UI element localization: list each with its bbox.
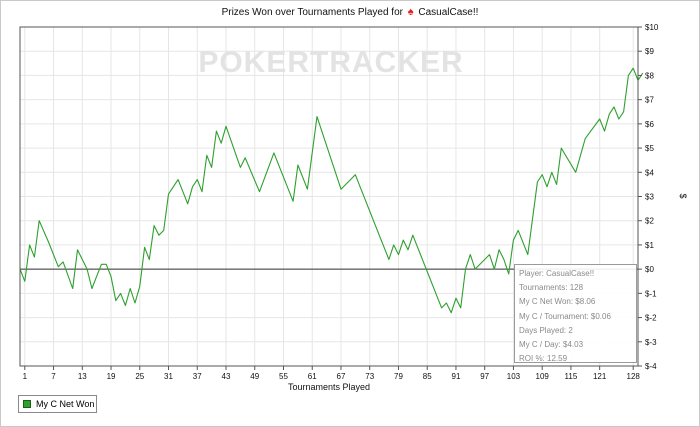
stats-line: My C Net Won: $8.06 <box>519 297 596 307</box>
x-tick-label: 25 <box>135 372 144 381</box>
stats-line: ROI %: 12.59 <box>519 354 568 364</box>
chart-title-text: Prizes Won over Tournaments Played for <box>221 7 403 18</box>
y-tick-label: $8 <box>645 71 654 80</box>
x-tick-label: 61 <box>308 372 317 381</box>
chart-title-player: CasualCase!! <box>418 7 479 18</box>
y-tick-label: $-3 <box>645 338 657 347</box>
y-axis-label: $ <box>678 193 688 198</box>
x-tick-label: 67 <box>337 372 346 381</box>
y-tick-label: $-4 <box>645 362 657 371</box>
chart-title: Prizes Won over Tournaments Played for ♠… <box>0 6 700 18</box>
x-tick-label: 73 <box>365 372 374 381</box>
x-axis-label: Tournaments Played <box>288 382 370 392</box>
x-tick-label: 43 <box>222 372 231 381</box>
y-tick-label: $6 <box>645 120 654 129</box>
x-tick-label: 13 <box>78 372 87 381</box>
y-tick-label: $10 <box>645 23 659 32</box>
y-tick-label: $4 <box>645 168 654 177</box>
y-tick-label: $3 <box>645 193 654 202</box>
y-tick-label: $1 <box>645 241 654 250</box>
stats-line: Days Played: 2 <box>519 325 573 335</box>
x-tick-label: 55 <box>279 372 288 381</box>
x-axis: 1 7 13 19 25 31 37 43 49 55 61 67 73 79 85 91 97 103 109 11… <box>23 366 641 381</box>
x-tick-label: 128 <box>627 372 641 381</box>
y-tick-label: $0 <box>645 265 654 274</box>
x-tick-label: 115 <box>565 372 578 381</box>
stats-line: Tournaments: 128 <box>519 283 584 293</box>
y-tick-label: $5 <box>645 144 654 153</box>
x-tick-label: 1 <box>23 372 28 381</box>
stats-line: My C / Day: $4.03 <box>519 339 584 349</box>
legend: My C Net Won <box>18 395 97 413</box>
watermark: POKERTRACKER <box>198 46 463 79</box>
spade-icon: ♠ <box>407 6 414 18</box>
y-axis: $10 $9 $8 $7 $6 $5 $4 $3 $2 $1 $0 $-1 $-2 $-3 $-4 <box>638 23 659 371</box>
y-tick-label: $7 <box>645 96 654 105</box>
x-tick-label: 109 <box>536 372 550 381</box>
x-tick-label: 97 <box>480 372 489 381</box>
y-tick-label: $9 <box>645 47 654 56</box>
x-tick-label: 19 <box>107 372 116 381</box>
legend-swatch <box>23 400 31 408</box>
x-tick-label: 85 <box>423 372 432 381</box>
x-tick-label: 31 <box>164 372 173 381</box>
series-layer <box>19 67 644 314</box>
y-tick-label: $2 <box>645 217 654 226</box>
x-tick-label: 103 <box>507 372 521 381</box>
stats-box: Player: CasualCase!! Tournaments: 128 My C… <box>514 264 637 363</box>
x-tick-label: 121 <box>593 372 607 381</box>
x-tick-label: 49 <box>250 372 259 381</box>
y-tick-label: $-1 <box>645 289 657 298</box>
x-tick-label: 79 <box>394 372 403 381</box>
x-tick-label: 91 <box>452 372 461 381</box>
legend-label: My C Net Won <box>36 399 95 409</box>
stats-line: My C / Tournament: $0.06 <box>519 311 611 321</box>
x-tick-label: 37 <box>193 372 202 381</box>
stats-line: Player: CasualCase!! <box>519 269 595 278</box>
series-line-my-c-net-won <box>19 67 644 314</box>
y-tick-label: $-2 <box>645 314 657 323</box>
x-tick-label: 7 <box>51 372 56 381</box>
